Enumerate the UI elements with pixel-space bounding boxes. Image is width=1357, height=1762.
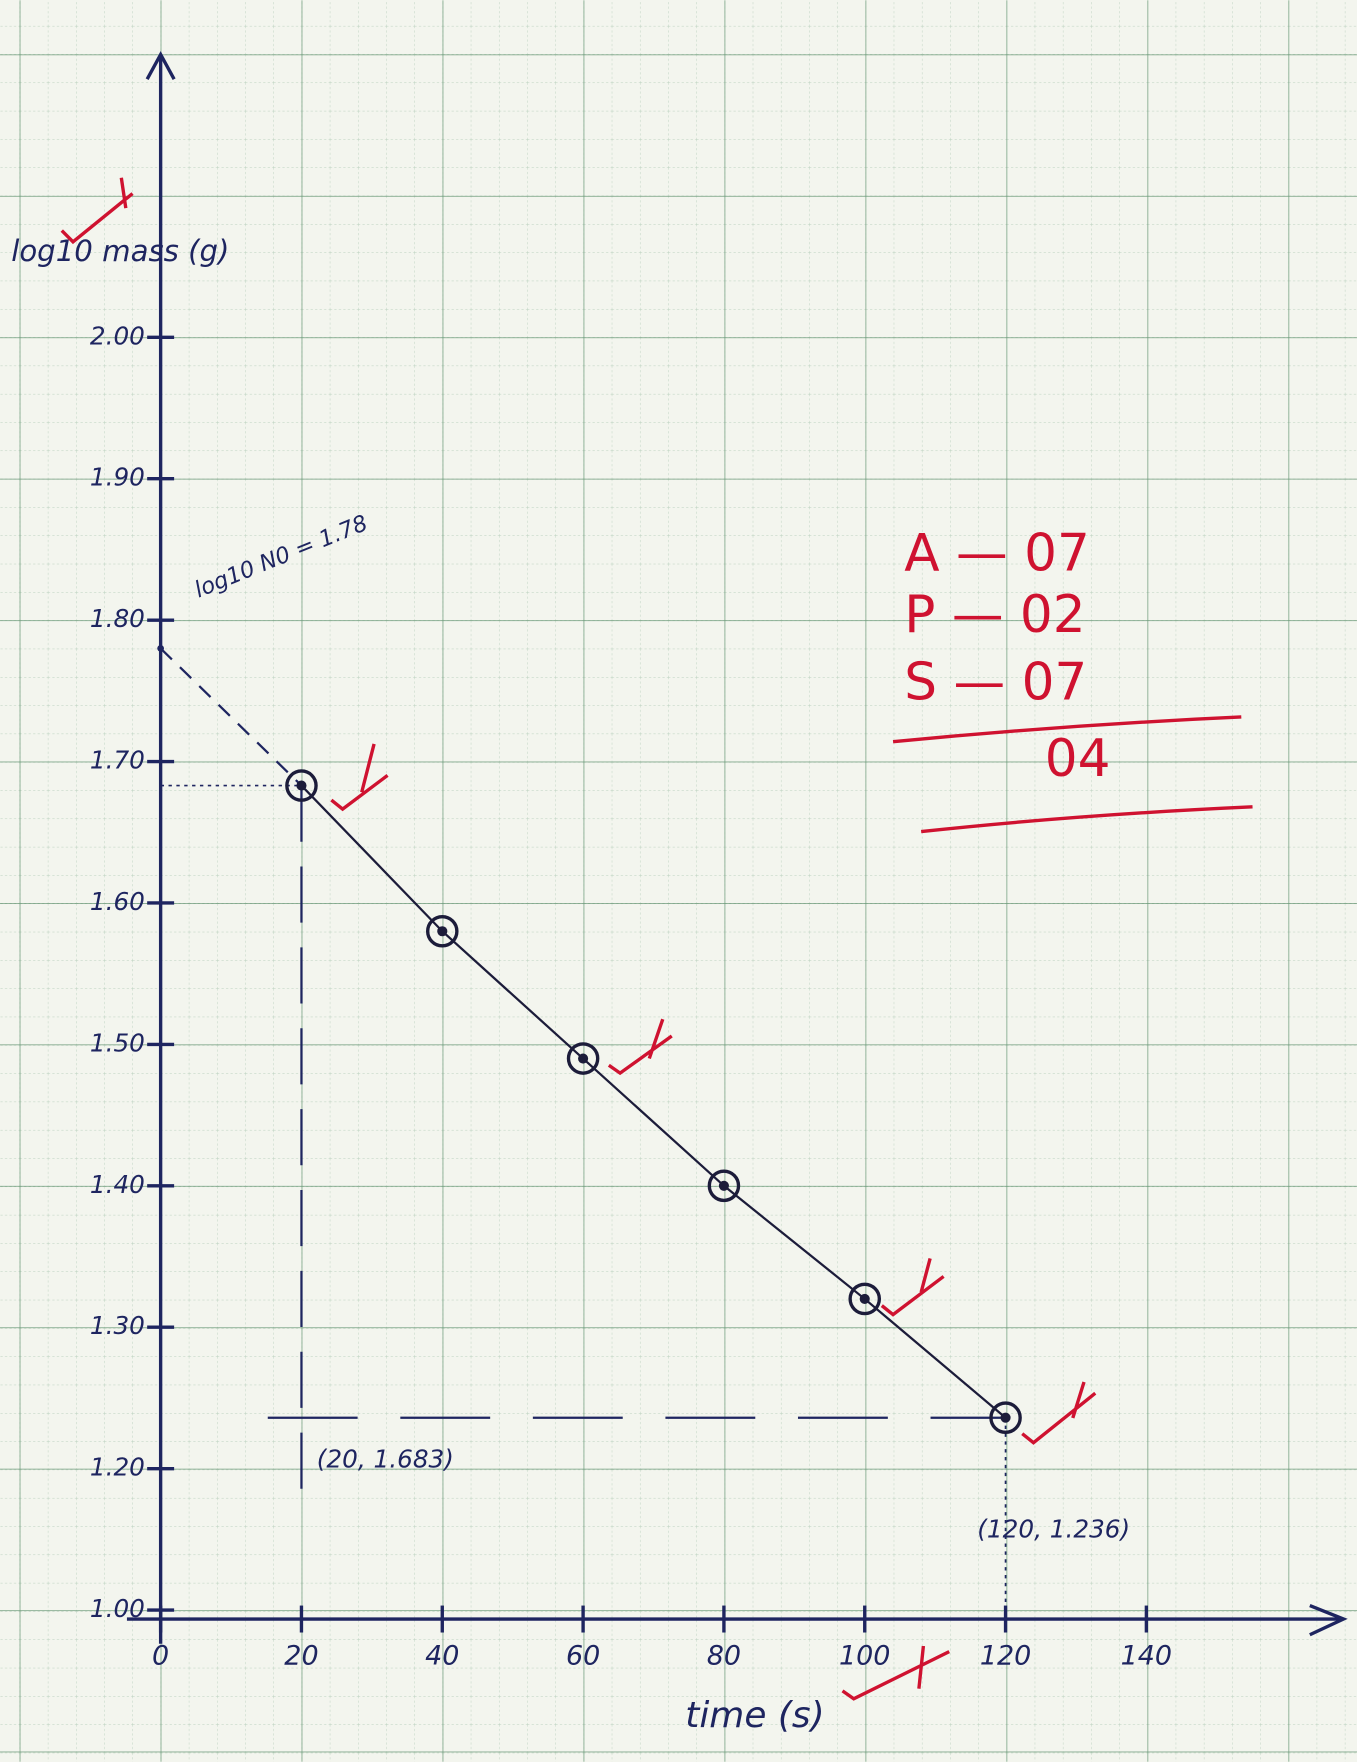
chart: log10 mass (g) time (s) log10 N0 = 1.78 …	[0, 0, 1357, 1762]
data-point	[719, 1181, 729, 1191]
page: log10 mass (g) time (s) log10 N0 = 1.78 …	[0, 0, 1357, 1762]
point-label: (20, 1.683)	[317, 1445, 454, 1474]
y-axis-title: log10 mass (g)	[11, 234, 229, 268]
x-axis-title: time (s)	[685, 1695, 824, 1736]
x-tick-label: 40	[425, 1641, 459, 1672]
data-point	[296, 781, 306, 791]
x-tick-label: 120	[980, 1641, 1031, 1672]
data-point	[860, 1294, 870, 1304]
y-tick-label: 1.70	[90, 746, 145, 775]
y-tick-label: 1.00	[90, 1594, 145, 1623]
x-tick-label: 20	[284, 1641, 318, 1672]
x-tick-label: 100	[839, 1641, 890, 1672]
y-tick-label: 1.30	[90, 1311, 145, 1340]
x-tick-label: 0	[152, 1641, 169, 1672]
y-tick-label: 1.90	[90, 463, 145, 492]
x-tick-label: 60	[566, 1641, 600, 1672]
y-tick-label: 1.80	[90, 604, 145, 633]
y-tick-label: 1.20	[90, 1453, 145, 1482]
x-tick-label: 140	[1121, 1641, 1172, 1672]
score-line: P — 02	[904, 585, 1085, 645]
point-label: (120, 1.236)	[977, 1514, 1130, 1543]
score-line: S — 07	[904, 653, 1087, 713]
data-point	[578, 1053, 588, 1063]
y-tick-label: 1.50	[90, 1028, 145, 1057]
y-tick-label: 1.40	[90, 1170, 145, 1199]
score-line: A — 07	[904, 523, 1090, 583]
y-tick-label: 1.60	[90, 887, 145, 916]
data-point	[437, 926, 447, 936]
x-tick-label: 80	[707, 1641, 741, 1672]
y-tick-label: 2.00	[90, 321, 145, 350]
data-point	[1000, 1413, 1010, 1423]
score-total: 04	[1045, 729, 1111, 789]
intercept-point	[157, 645, 164, 652]
